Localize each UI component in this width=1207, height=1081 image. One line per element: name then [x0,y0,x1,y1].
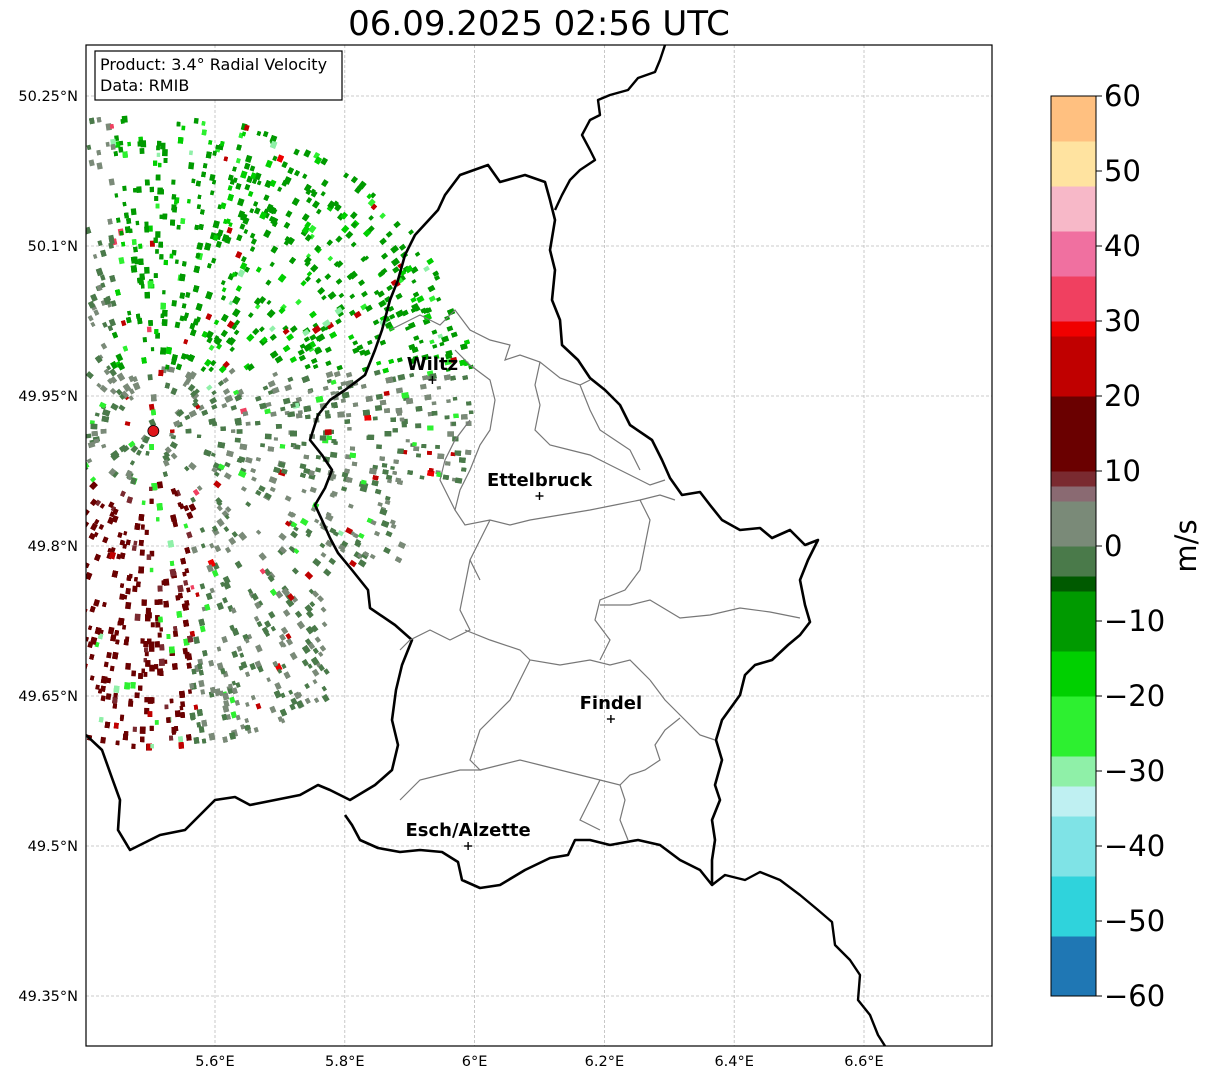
colorbar-tick-label: −20 [1104,679,1165,713]
gridlines [86,45,992,1046]
colorbar-tick-label: −60 [1104,979,1165,1013]
lat-tick-label: 49.95°N [18,389,78,405]
info-product: Product: 3.4° Radial Velocity [100,55,327,74]
city-label: Findel [580,693,643,714]
colorbar-label: m/s [1169,519,1203,572]
radar-site-dot [147,425,160,437]
lat-tick-label: 49.35°N [18,989,78,1005]
lat-tick-label: 50.25°N [18,89,78,105]
colorbar-tick-label: 40 [1104,229,1141,263]
map-title: 06.09.2025 02:56 UTC [348,4,730,44]
city-label: Wiltz [407,354,458,375]
colorbar-tick-label: −10 [1104,604,1165,638]
germany-border-north [553,45,667,211]
city-ettelbruck: Ettelbruck [487,470,593,500]
colorbar-tick-label: 20 [1104,379,1141,413]
lat-tick-label: 50.1°N [28,239,78,255]
colorbar-tick-label: 10 [1104,454,1141,488]
city-label: Ettelbruck [487,470,593,491]
lon-tick-label: 6.4°E [714,1054,753,1070]
lon-tick-label: 6.2°E [585,1054,624,1070]
lat-tick-label: 49.8°N [28,539,78,555]
radar-echoes [86,115,474,751]
plot-frame [85,44,993,1047]
colorbar-ticks: 60 50 40 30 20 10 0 −10 −20 −30 −40 −50 −60 [1096,79,1165,1013]
lat-tick-label: 49.65°N [18,689,78,705]
city-esch-alzette: Esch/Alzette [405,820,531,850]
city-markers: Wiltz Ettelbruck Findel Esch/Alzette [405,354,642,850]
colorbar-tick-label: 30 [1104,304,1141,338]
info-box: Product: 3.4° Radial Velocity Data: RMIB [94,50,343,101]
lon-tick-label: 5.8°E [325,1054,364,1070]
lat-tick-label: 49.5°N [28,839,78,855]
germany-border-southeast [711,870,887,1046]
radar-site-marker [147,425,160,437]
luxembourg-border [86,163,820,890]
city-findel: Findel [580,693,643,723]
colorbar-tick-label: 60 [1104,79,1141,113]
colorbar-tick-label: 50 [1104,154,1141,188]
city-wiltz: Wiltz [407,354,458,384]
lon-tick-label: 5.6°E [195,1054,234,1070]
colorbar-tick-label: −40 [1104,829,1165,863]
axis-ticks: 5.6°E 5.8°E 6°E 6.2°E 6.4°E 6.6°E 50.25°N 50.1°… [18,89,883,1070]
lon-tick-label: 6.6°E [844,1054,883,1070]
colorbar-tick-label: −30 [1104,754,1165,788]
colorbar-gradient [1051,96,1096,997]
canton-boundaries [389,309,801,841]
city-label: Esch/Alzette [405,820,530,841]
colorbar-tick-label: −50 [1104,904,1165,938]
lon-tick-label: 6°E [462,1054,488,1070]
country-borders [86,45,887,1046]
info-data-source: Data: RMIB [100,76,189,95]
colorbar-tick-label: 0 [1104,529,1122,563]
